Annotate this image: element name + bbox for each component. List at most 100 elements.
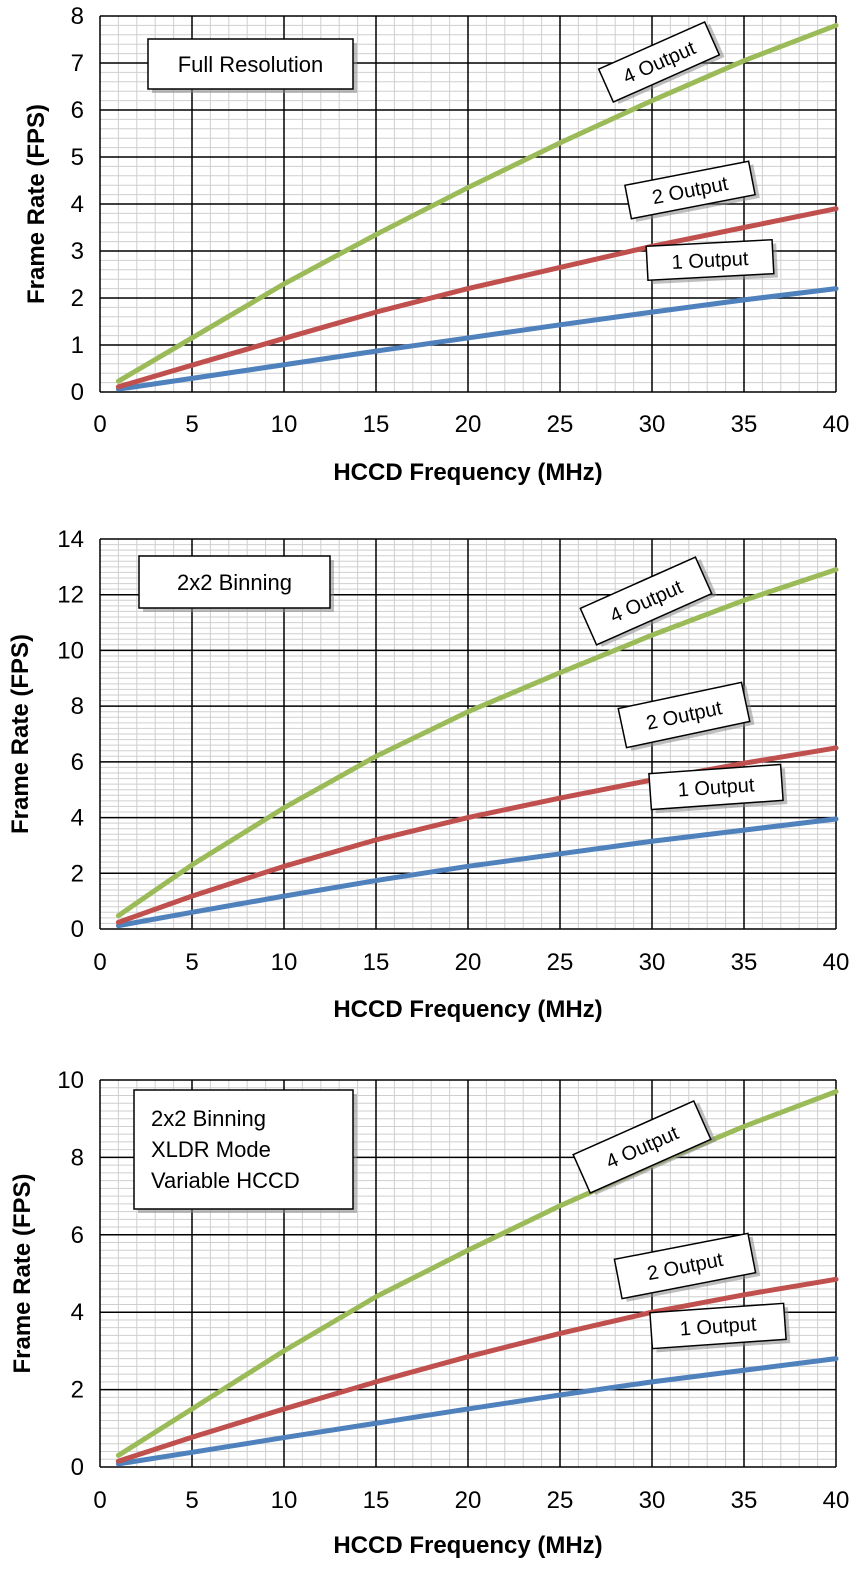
data-point-2-output-0 [117, 921, 119, 923]
x-tick-label: 35 [731, 1487, 758, 1514]
data-point-2-output-8 [835, 208, 837, 210]
data-point-4-output-6 [651, 634, 653, 636]
data-point-2-output-3 [375, 1381, 377, 1383]
data-point-4-output-3 [375, 1296, 377, 1298]
data-point-1-output-8 [835, 818, 837, 820]
data-point-2-output-2 [283, 337, 285, 340]
y-tick-label: 4 [71, 191, 84, 218]
data-point-1-output-1 [191, 1451, 193, 1453]
series-callout-text: 1 Output [679, 1313, 758, 1340]
x-axis-label: HCCD Frequency (MHz) [333, 996, 602, 1023]
x-tick-label: 30 [639, 1487, 666, 1514]
data-point-4-output-1 [191, 337, 193, 339]
data-point-4-output-7 [743, 1125, 745, 1128]
data-point-4-output-1 [191, 1408, 193, 1410]
y-tick-label: 8 [71, 693, 84, 720]
data-point-1-output-6 [651, 311, 653, 313]
y-tick-label: 4 [71, 1299, 84, 1326]
y-tick-label: 8 [71, 1144, 84, 1171]
annotation-box: 2x2 Binning XLDR Mode Variable HCCD [133, 1089, 357, 1213]
data-point-1-output-7 [743, 299, 745, 301]
data-point-4-output-5 [559, 672, 561, 674]
data-point-2-output-2 [283, 1408, 285, 1410]
data-point-2-output-2 [283, 865, 285, 867]
x-tick-label: 10 [271, 1487, 298, 1514]
y-tick-label: 6 [71, 749, 84, 776]
x-tick-label: 5 [185, 411, 198, 438]
data-point-1-output-2 [283, 364, 285, 366]
x-tick-label: 10 [271, 949, 298, 976]
x-tick-label: 5 [185, 949, 198, 976]
data-point-4-output-3 [375, 233, 377, 236]
data-point-2-output-5 [559, 797, 561, 799]
data-point-4-output-8 [835, 1091, 837, 1093]
y-tick-label: 0 [71, 1454, 84, 1481]
data-point-1-output-8 [835, 1358, 837, 1360]
data-point-2-output-5 [559, 266, 561, 269]
x-tick-label: 15 [363, 1487, 390, 1514]
data-point-4-output-2 [283, 807, 285, 809]
x-tick-label: 15 [363, 949, 390, 976]
data-point-1-output-2 [283, 895, 285, 897]
x-tick-label: 10 [271, 411, 298, 438]
data-point-4-output-1 [191, 864, 193, 866]
y-tick-label: 8 [71, 3, 84, 30]
annotation-line: 2x2 Binning [177, 570, 292, 595]
data-point-2-output-1 [191, 364, 193, 366]
data-point-1-output-4 [467, 1408, 469, 1410]
chart-1: 0 5 10 15 20 25 30 35 40 0 1 2 3 4 5 6 7 8 HCCD Frequency … [23, 3, 849, 486]
y-tick-label: 1 [71, 332, 84, 359]
data-point-4-output-2 [283, 283, 285, 285]
data-point-2-output-4 [467, 288, 469, 290]
data-point-4-output-4 [467, 711, 469, 713]
data-point-1-output-2 [283, 1436, 285, 1439]
data-point-4-output-4 [467, 1249, 469, 1251]
data-point-1-output-5 [559, 324, 561, 326]
x-tick-label: 0 [93, 1487, 106, 1514]
x-tick-label: 15 [363, 411, 390, 438]
data-point-1-output-7 [743, 1369, 745, 1371]
data-point-4-output-2 [283, 1350, 285, 1352]
data-point-1-output-0 [117, 925, 119, 927]
y-tick-label: 0 [71, 916, 84, 943]
annotation-line: Variable HCCD [151, 1168, 300, 1193]
series-callout-2-output: 2 Output [617, 681, 755, 751]
data-point-2-output-4 [467, 1356, 469, 1358]
chart-2: 0 5 10 15 20 25 30 35 40 0 2 4 6 8 10 12 14 HCCD Frequenc… [7, 526, 849, 1023]
data-point-2-output-5 [559, 1332, 561, 1335]
data-point-4-output-5 [559, 142, 561, 144]
data-point-4-output-0 [117, 380, 119, 382]
data-point-4-output-0 [117, 1454, 119, 1456]
data-point-1-output-6 [651, 1381, 653, 1383]
x-tick-label: 30 [639, 411, 666, 438]
annotation-line: XLDR Mode [151, 1137, 271, 1162]
x-tick-label: 30 [639, 949, 666, 976]
y-axis-label: Frame Rate (FPS) [7, 634, 34, 834]
data-point-1-output-8 [835, 288, 837, 290]
x-tick-label: 25 [547, 949, 574, 976]
data-point-2-output-7 [743, 226, 745, 229]
series-callout-4-output: 4 Output [597, 20, 725, 105]
x-axis-label: HCCD Frequency (MHz) [333, 459, 602, 486]
x-tick-label: 40 [823, 949, 850, 976]
data-point-1-output-4 [467, 337, 469, 339]
x-tick-label: 40 [823, 411, 850, 438]
y-tick-label: 2 [71, 860, 84, 887]
y-tick-label: 3 [71, 238, 84, 265]
data-point-4-output-5 [559, 1205, 561, 1207]
annotation-line: 2x2 Binning [151, 1106, 266, 1131]
y-tick-label: 7 [71, 50, 84, 77]
x-tick-label: 25 [547, 1487, 574, 1514]
data-point-4-output-8 [835, 569, 837, 571]
chart-3: 0 5 10 15 20 25 30 35 40 0 2 4 6 8 10 HCCD Frequency (M… [9, 1067, 849, 1559]
x-tick-label: 20 [455, 1487, 482, 1514]
data-point-1-output-6 [651, 840, 653, 842]
data-point-2-output-1 [191, 1436, 193, 1438]
data-point-4-output-4 [467, 186, 469, 189]
y-tick-label: 6 [71, 1222, 84, 1249]
series-callout-text: 1 Output [677, 774, 756, 801]
y-tick-label: 10 [57, 637, 84, 664]
series-callout-1-output: 1 Output [648, 763, 788, 814]
